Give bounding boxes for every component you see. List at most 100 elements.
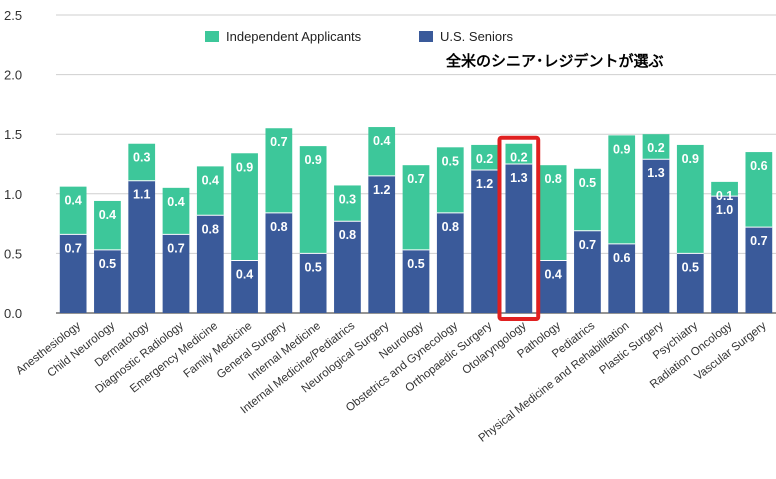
highlight-box: [497, 135, 541, 321]
data-label-us-seniors: 0.4: [544, 268, 561, 282]
legend: Independent Applicants U.S. Seniors: [205, 29, 513, 44]
bar-segment-us-seniors: [368, 175, 396, 313]
japanese-annotation: 全米のシニア･レジデントが選ぶ: [445, 52, 664, 70]
bar-segment-independent: [505, 143, 533, 164]
y-tick-labels: 0.0 0.5 1.0 1.5 2.0 2.5: [4, 8, 22, 321]
data-label-us-seniors: 0.5: [99, 257, 116, 271]
data-label-independent: 0.9: [304, 153, 321, 167]
data-label-independent: 0.7: [270, 135, 287, 149]
data-label-independent: 0.2: [510, 151, 527, 165]
bar-segment-independent: [231, 153, 258, 261]
bar-segment-independent: [94, 200, 121, 250]
highlight-layer: [497, 135, 541, 321]
data-label-us-seniors: 1.1: [133, 188, 150, 202]
data-label-us-seniors: 0.8: [442, 220, 459, 234]
segment-labels-layer: 0.7 0.4 0.5 0.4 1.1 0.3 0.7 0.4 0.8 0.4 0.4 0.9 0.8 0…: [64, 134, 767, 282]
bar-segment-independent: [471, 144, 498, 170]
data-label-independent: 0.5: [442, 154, 459, 168]
data-label-us-seniors: 1.3: [510, 171, 527, 185]
bar-segment-independent: [265, 128, 293, 213]
bar-segment-us-seniors: [265, 212, 293, 313]
bar-segment-independent: [368, 127, 396, 176]
bar-segment-independent: [676, 144, 704, 254]
data-label-independent: 0.1: [716, 189, 733, 203]
bar-segment-independent: [642, 134, 670, 160]
data-label-independent: 0.5: [579, 176, 596, 190]
bar-segment-us-seniors: [642, 159, 670, 313]
bar-segment-independent: [574, 168, 601, 231]
legend-swatch-independent: [205, 31, 219, 42]
data-label-independent: 0.4: [373, 134, 390, 148]
data-label-us-seniors: 1.2: [373, 183, 390, 197]
data-label-independent: 0.6: [750, 159, 767, 173]
data-label-independent: 0.4: [167, 195, 184, 209]
bar-segment-us-seniors: [574, 230, 601, 313]
bar-segment-us-seniors: [436, 212, 464, 313]
bar-segment-us-seniors: [711, 196, 738, 313]
bars-layer: [59, 127, 773, 313]
bar-segment-us-seniors: [299, 253, 327, 313]
data-label-us-seniors: 0.5: [682, 260, 699, 274]
data-label-us-seniors: 0.7: [579, 238, 596, 252]
bar-segment-independent: [745, 152, 773, 228]
data-label-us-seniors: 0.7: [64, 241, 81, 255]
data-label-us-seniors: 0.5: [304, 260, 321, 274]
bar-segment-independent: [196, 166, 224, 216]
y-tick-label: 0.5: [4, 246, 22, 261]
data-label-us-seniors: 0.8: [202, 222, 219, 236]
data-label-independent: 0.9: [613, 142, 630, 156]
data-label-independent: 0.4: [99, 208, 116, 222]
bar-segment-us-seniors: [94, 249, 121, 313]
data-label-independent: 0.4: [202, 173, 219, 187]
data-label-us-seniors: 0.8: [339, 228, 356, 242]
data-label-independent: 0.9: [682, 152, 699, 166]
bar-segment-independent: [436, 147, 464, 213]
bar-segment-us-seniors: [608, 243, 636, 313]
bar-segment-independent: [59, 186, 87, 235]
data-label-us-seniors: 0.7: [167, 241, 184, 255]
bar-segment-independent: [711, 181, 738, 197]
data-label-us-seniors: 0.8: [270, 220, 287, 234]
data-label-independent: 0.8: [544, 172, 561, 186]
data-label-us-seniors: 1.2: [476, 177, 493, 191]
bar-segment-us-seniors: [334, 221, 361, 313]
data-label-us-seniors: 0.7: [750, 234, 767, 248]
data-label-independent: 0.3: [133, 151, 150, 165]
bar-segment-independent: [334, 185, 361, 222]
data-label-independent: 0.7: [407, 172, 424, 186]
bar-segment-independent: [608, 135, 636, 244]
data-label-independent: 0.3: [339, 192, 356, 206]
data-label-independent: 0.2: [476, 152, 493, 166]
data-label-independent: 0.2: [647, 141, 664, 155]
bar-segment-independent: [402, 165, 430, 250]
y-tick-label: 1.5: [4, 127, 22, 142]
y-tick-label: 2.5: [4, 8, 22, 23]
y-tick-label: 1.0: [4, 187, 22, 202]
bar-segment-independent: [162, 187, 190, 235]
legend-label-us-seniors: U.S. Seniors: [440, 29, 513, 44]
data-label-us-seniors: 0.5: [407, 257, 424, 271]
bar-segment-us-seniors: [539, 260, 567, 313]
bar-segment-us-seniors: [505, 164, 533, 313]
bar-segment-independent: [128, 143, 156, 181]
bar-segment-independent: [299, 146, 327, 254]
y-tick-label: 2.0: [4, 68, 22, 83]
legend-swatch-us-seniors: [419, 31, 433, 42]
bar-segment-us-seniors: [59, 234, 87, 313]
data-label-us-seniors: 0.6: [613, 251, 630, 265]
bar-segment-us-seniors: [196, 215, 224, 313]
bar-segment-us-seniors: [128, 180, 156, 313]
data-label-us-seniors: 1.3: [647, 166, 664, 180]
data-label-us-seniors: 1.0: [716, 203, 733, 217]
bar-segment-us-seniors: [676, 253, 704, 313]
data-label-independent: 0.9: [236, 160, 253, 174]
data-label-us-seniors: 0.4: [236, 268, 253, 282]
bar-segment-us-seniors: [162, 234, 190, 313]
legend-label-independent: Independent Applicants: [226, 29, 362, 44]
bar-segment-us-seniors: [471, 169, 498, 313]
bar-segment-independent: [539, 165, 567, 261]
data-label-independent: 0.4: [64, 194, 81, 208]
bar-segment-us-seniors: [231, 260, 258, 313]
